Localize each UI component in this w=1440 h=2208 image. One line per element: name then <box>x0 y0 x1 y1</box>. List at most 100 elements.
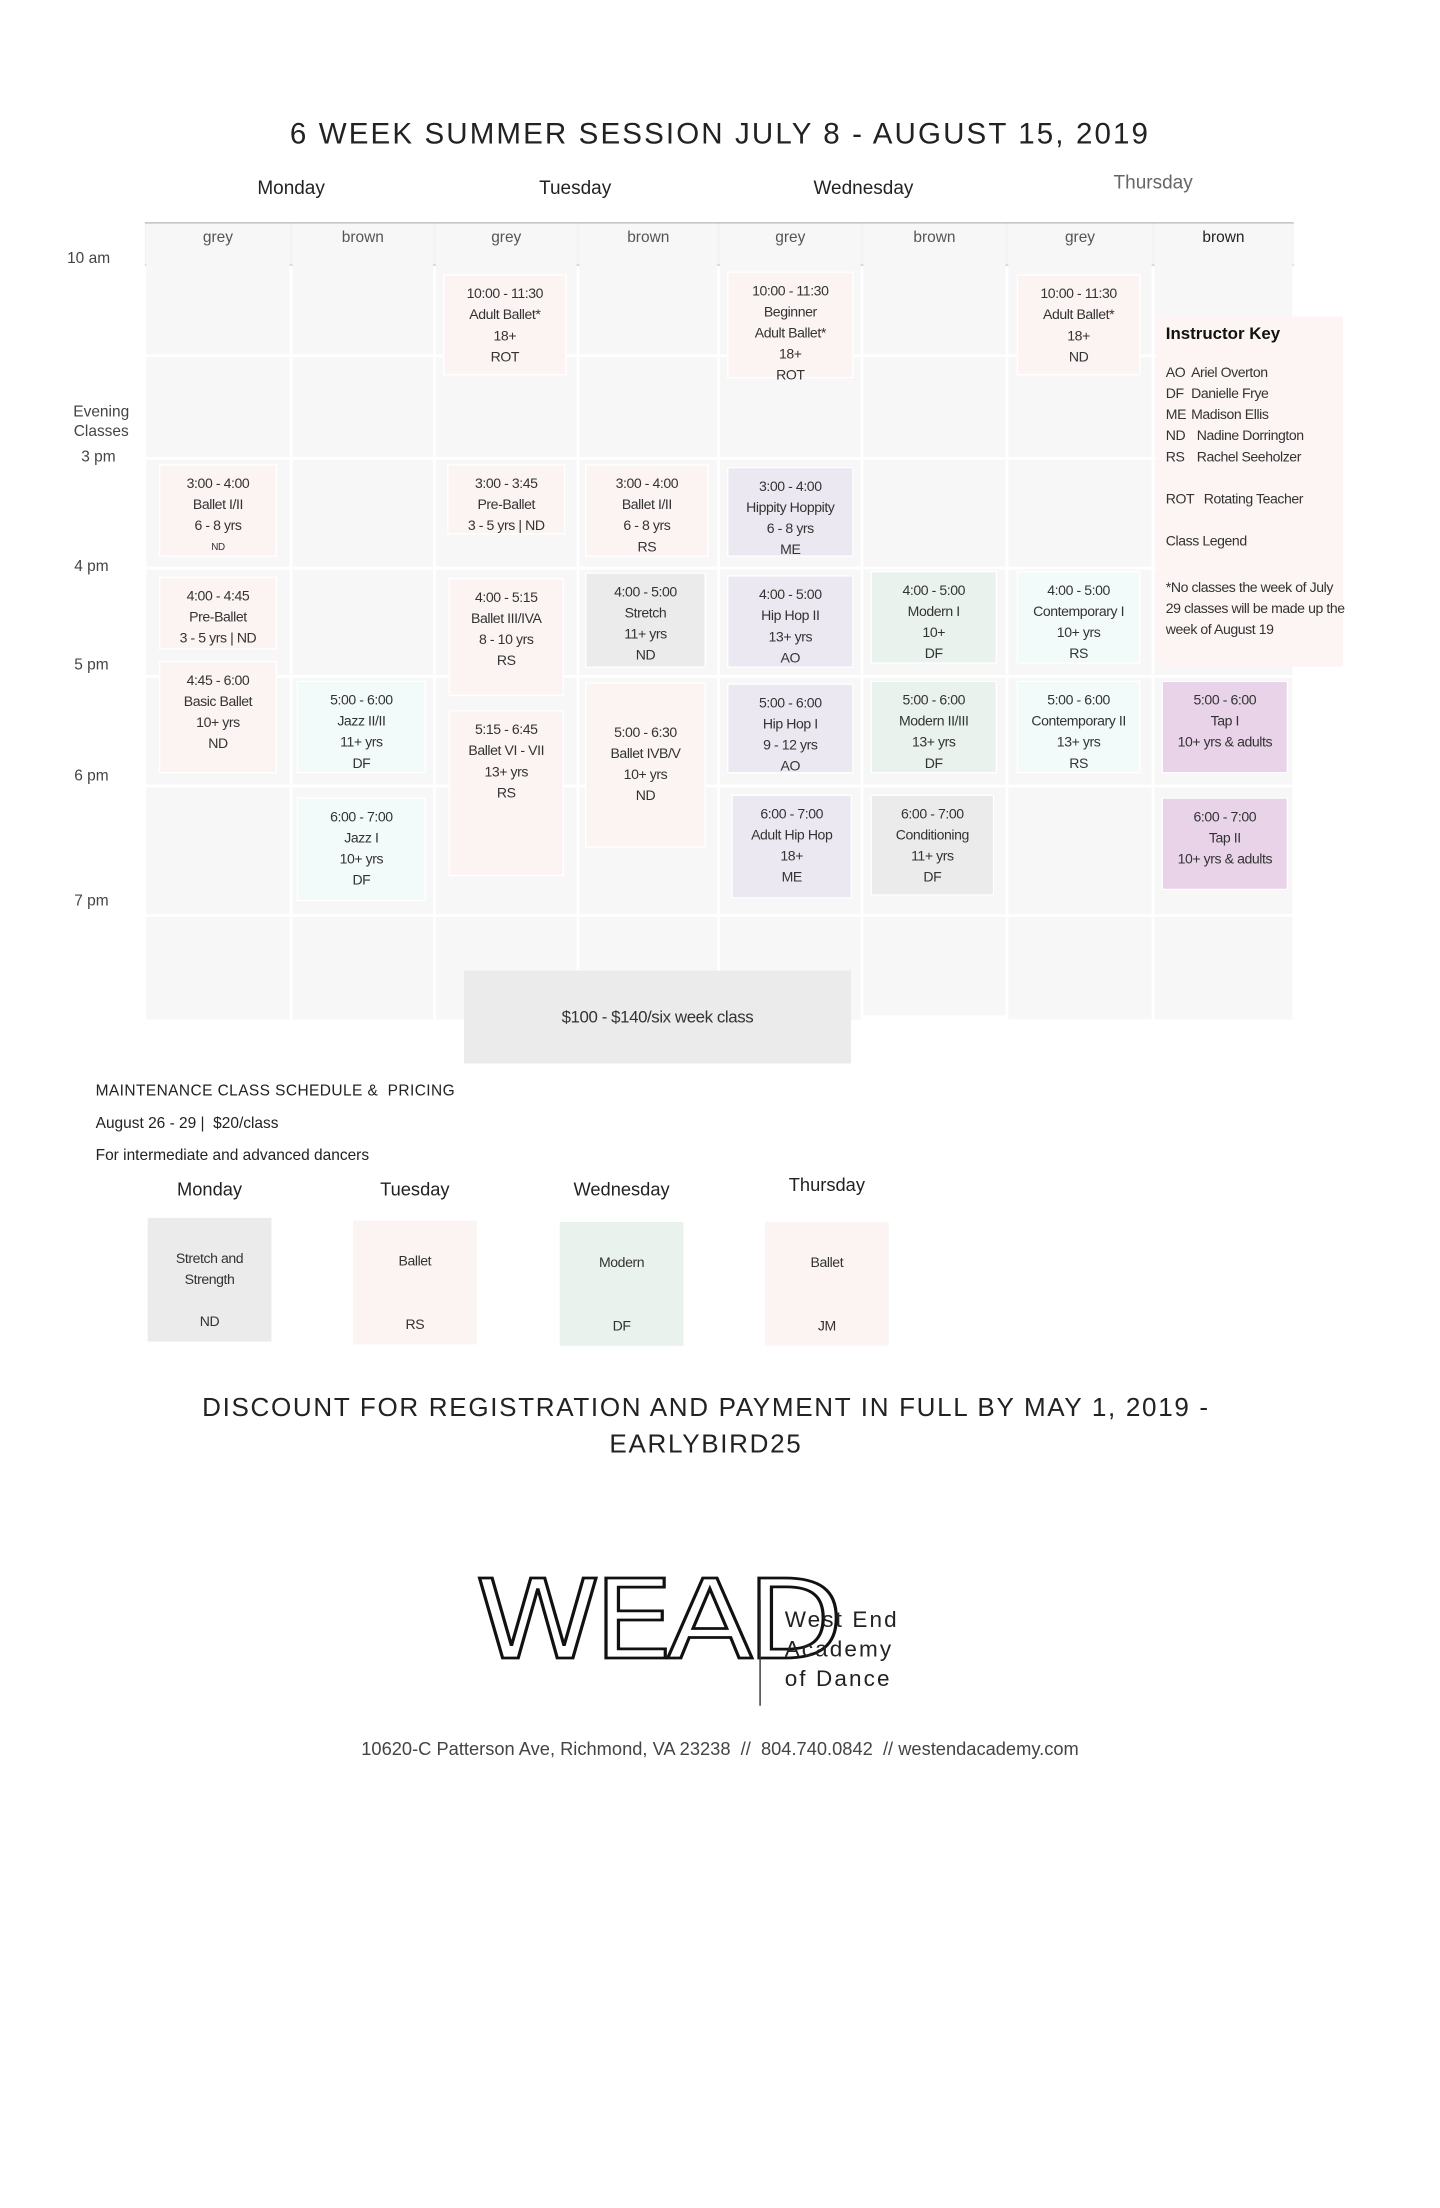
class-box: 4:00 - 4:45 Pre-Ballet 3 - 5 yrs | ND <box>158 576 278 650</box>
address: 10620-C Patterson Ave, Richmond, VA 2323… <box>361 1738 1079 1760</box>
class-text: Ballet I/II <box>621 497 672 514</box>
class-text: 8 - 10 yrs <box>479 632 534 649</box>
key-code: ND <box>1165 428 1186 445</box>
maint-text: ND <box>199 1314 220 1331</box>
class-text: 10+ yrs <box>339 852 384 868</box>
maint-box: Modern DF <box>559 1222 684 1346</box>
class-text: 6:00 - 7:00 <box>901 807 964 823</box>
class-box: 6:00 - 7:00 Jazz I 10+ yrs DF <box>296 797 427 902</box>
class-text: 3:00 - 4:00 <box>759 479 822 495</box>
class-text: DF <box>924 646 943 663</box>
key-code: DF <box>1165 386 1184 403</box>
class-text: DF <box>924 756 943 773</box>
class-text: 10:00 - 11:30 <box>752 284 829 300</box>
class-text: 5:00 - 6:00 <box>330 693 393 709</box>
discount-text: EARLYBIRD25 <box>609 1428 803 1459</box>
key-name: Rotating Teacher <box>1203 492 1304 508</box>
time-label: 3 pm <box>81 448 116 466</box>
class-box: 5:00 - 6:00 Jazz II/II 11+ yrs DF <box>296 680 427 774</box>
class-text: Pre-Ballet <box>189 610 247 626</box>
class-text: Ballet VI - VII <box>468 743 545 760</box>
class-text: 4:00 - 5:00 <box>1047 583 1110 600</box>
class-text: ND <box>208 736 228 753</box>
class-text: 5:15 - 6:45 <box>474 722 538 739</box>
room-label: brown <box>913 229 956 247</box>
class-text: Modern I <box>907 604 961 621</box>
class-text: 4:00 - 5:00 <box>902 583 966 600</box>
class-text: DF <box>923 870 942 886</box>
time-label: 6 pm <box>74 767 109 785</box>
class-text: ND <box>635 788 656 805</box>
class-text: Pre-Ballet <box>477 497 536 514</box>
class-text: DF <box>352 873 371 889</box>
class-text: 13+ yrs <box>768 630 813 646</box>
class-text: Ballet IVB/V <box>610 746 681 763</box>
class-box: 5:00 - 6:00 Modern II/III 13+ yrs DF <box>870 680 998 774</box>
class-text: ND <box>1068 350 1089 366</box>
class-text: Tap II <box>1208 831 1241 847</box>
maint-box: Ballet JM <box>765 1222 889 1346</box>
class-text: DF <box>352 756 371 773</box>
class-text: 11+ yrs <box>624 627 667 643</box>
class-box: 6:00 - 7:00 Adult Hip Hop 18+ ME <box>731 794 853 899</box>
key-title: Instructor Key <box>1165 323 1281 344</box>
grid-header-line <box>144 264 1294 266</box>
price-text: $100 - $140/six week class <box>561 1006 754 1027</box>
class-text: Contemporary II <box>1031 714 1126 730</box>
class-text: RS <box>1069 756 1088 773</box>
grid-row-line <box>144 566 1294 570</box>
class-text: 10+ yrs <box>1056 625 1101 642</box>
class-box: 4:00 - 5:15 Ballet III/IVA 8 - 10 yrs RS <box>448 577 564 697</box>
day-label: Wednesday <box>813 177 914 199</box>
class-text: 11+ yrs <box>340 735 383 751</box>
class-box: 3:00 - 4:00 Hippity Hoppity 6 - 8 yrs ME <box>727 466 854 558</box>
class-text: 3:00 - 4:00 <box>186 476 250 493</box>
class-text: Contemporary I <box>1033 604 1125 621</box>
maint-day: Monday <box>177 1178 243 1200</box>
class-text: Adult Ballet* <box>1043 307 1115 324</box>
class-text: 10:00 - 11:30 <box>466 286 544 303</box>
grid-row-line <box>144 784 1294 788</box>
class-text: ME <box>781 870 803 886</box>
class-text: Adult Ballet* <box>754 326 827 342</box>
class-text: AO <box>780 759 801 775</box>
class-box: 4:45 - 6:00 Basic Ballet 10+ yrs ND <box>158 660 278 774</box>
class-text: Hippity Hoppity <box>746 500 835 517</box>
class-text: 13+ yrs <box>911 735 956 751</box>
class-text: 4:00 - 5:00 <box>759 587 822 604</box>
logo-divider <box>759 1600 761 1706</box>
class-box: 4:00 - 5:00 Contemporary I 10+ yrs RS <box>1016 570 1141 664</box>
key-code: ROT <box>1165 492 1195 508</box>
maint-text: DF <box>612 1319 631 1335</box>
class-text: ND <box>635 648 656 664</box>
key-name: Rachel Seeholzer <box>1196 450 1302 466</box>
class-text: 9 - 12 yrs <box>763 738 818 754</box>
maint-text: Stretch and Strength <box>175 1251 244 1289</box>
class-text: 10+ yrs & adults <box>1177 852 1273 868</box>
room-label: grey <box>1064 229 1096 247</box>
maint-text: RS <box>405 1317 425 1334</box>
class-text: ND <box>211 542 225 553</box>
day-label: Thursday <box>1113 171 1193 193</box>
class-text: 3:00 - 3:45 <box>474 476 538 493</box>
class-text: 6:00 - 7:00 <box>330 810 393 826</box>
class-box: 3:00 - 4:00 Ballet I/II 6 - 8 yrs ND <box>158 464 278 557</box>
class-text: 13+ yrs <box>484 765 529 781</box>
room-label: brown <box>341 229 384 247</box>
class-box: 3:00 - 3:45 Pre-Ballet 3 - 5 yrs | ND <box>447 464 566 535</box>
class-box: 4:00 - 5:00 Stretch 11+ yrs ND <box>585 572 706 668</box>
class-text: 11+ yrs <box>911 849 954 865</box>
class-text: Modern II/III <box>898 714 969 730</box>
maint-day: Wednesday <box>573 1178 670 1200</box>
maint-day: Tuesday <box>380 1178 450 1200</box>
class-text: 4:00 - 4:45 <box>186 589 250 605</box>
key-code: AO <box>1165 365 1186 382</box>
key-name: Nadine Dorrington <box>1196 428 1304 445</box>
class-text: 5:00 - 6:30 <box>614 725 677 742</box>
maint-day: Thursday <box>788 1174 865 1196</box>
class-text: 6 - 8 yrs <box>194 518 242 535</box>
class-text: Conditioning <box>895 828 970 844</box>
grid-row-line <box>144 354 1294 358</box>
maint-dates: August 26 - 29 | $20/class <box>95 1115 279 1133</box>
